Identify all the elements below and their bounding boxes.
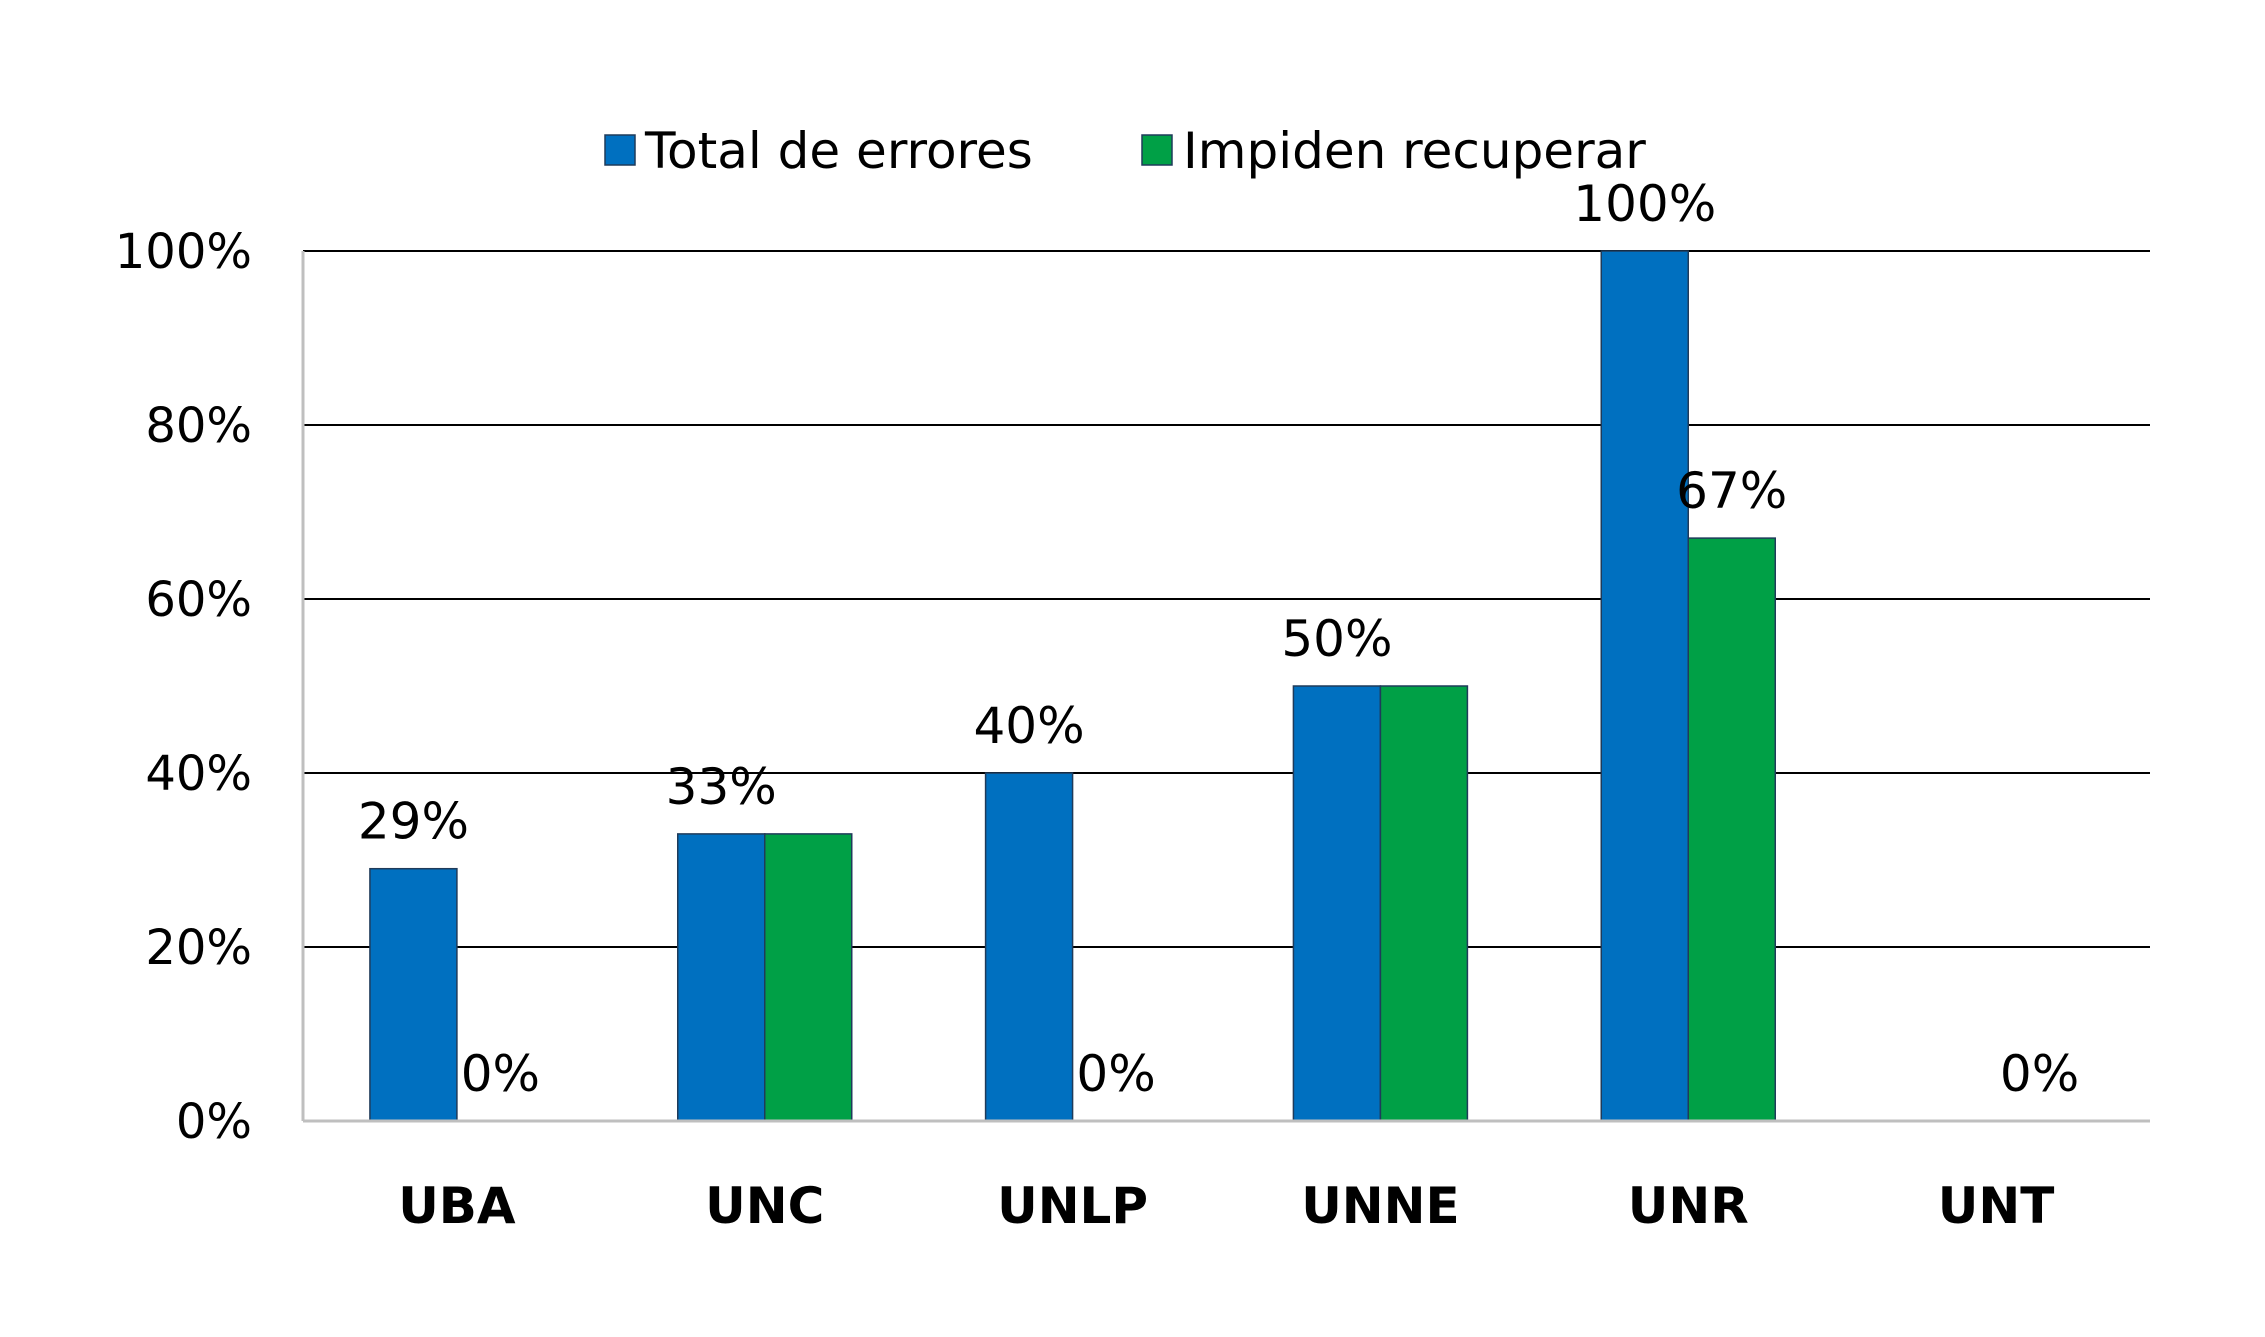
- bar-total-de-errores-unne: [1292, 685, 1382, 1122]
- y-tick-label: 20%: [145, 920, 252, 976]
- legend-swatch: [1141, 134, 1173, 166]
- data-label: 100%: [1573, 175, 1716, 233]
- data-label: 40%: [974, 697, 1085, 755]
- y-tick-label: 60%: [145, 572, 252, 628]
- legend-label: Impiden recuperar: [1183, 122, 1646, 180]
- y-tick-label: 0%: [176, 1094, 252, 1150]
- x-category-label: UNC: [705, 1177, 824, 1235]
- x-category-label: UNNE: [1301, 1177, 1459, 1235]
- data-label: 0%: [461, 1045, 540, 1103]
- bar-impiden-recuperar-unr: [1687, 537, 1776, 1122]
- x-category-label: UNLP: [997, 1177, 1148, 1235]
- bar-impiden-recuperar-unc: [764, 833, 853, 1122]
- y-tick-label: 40%: [145, 746, 252, 802]
- data-label: 50%: [1281, 610, 1392, 668]
- data-label: 67%: [1676, 462, 1787, 520]
- x-category-label: UNT: [1938, 1177, 2055, 1235]
- bar-total-de-errores-unlp: [984, 772, 1074, 1122]
- gridlines: [303, 250, 2150, 948]
- data-label: 0%: [1076, 1045, 1155, 1103]
- x-category-label: UBA: [398, 1177, 516, 1235]
- legend: Total de errores Impiden recuperar: [604, 122, 1646, 180]
- data-label: 29%: [358, 793, 469, 851]
- x-category-label: UNR: [1628, 1177, 1749, 1235]
- bar-total-de-errores-unr: [1600, 250, 1689, 1122]
- bar-total-de-errores-unc: [677, 833, 766, 1122]
- bar-impiden-recuperar-unne: [1379, 685, 1469, 1122]
- x-axis: UBA UNC UNLP UNNE UNR UNT: [303, 1119, 2150, 1235]
- y-tick-label: 80%: [145, 398, 252, 454]
- data-label: 33%: [666, 758, 777, 816]
- y-tick-label: 100%: [115, 224, 252, 280]
- data-label: 0%: [2000, 1045, 2079, 1103]
- data-labels: 29% 0% 33% 40% 0% 50% 100% 67% 0%: [358, 175, 2079, 1103]
- legend-label: Total de errores: [644, 122, 1033, 180]
- bars: [369, 250, 1776, 1122]
- legend-swatch: [604, 134, 636, 166]
- y-axis: 0% 20% 40% 60% 80% 100%: [115, 224, 305, 1150]
- bar-total-de-errores-uba: [369, 867, 458, 1122]
